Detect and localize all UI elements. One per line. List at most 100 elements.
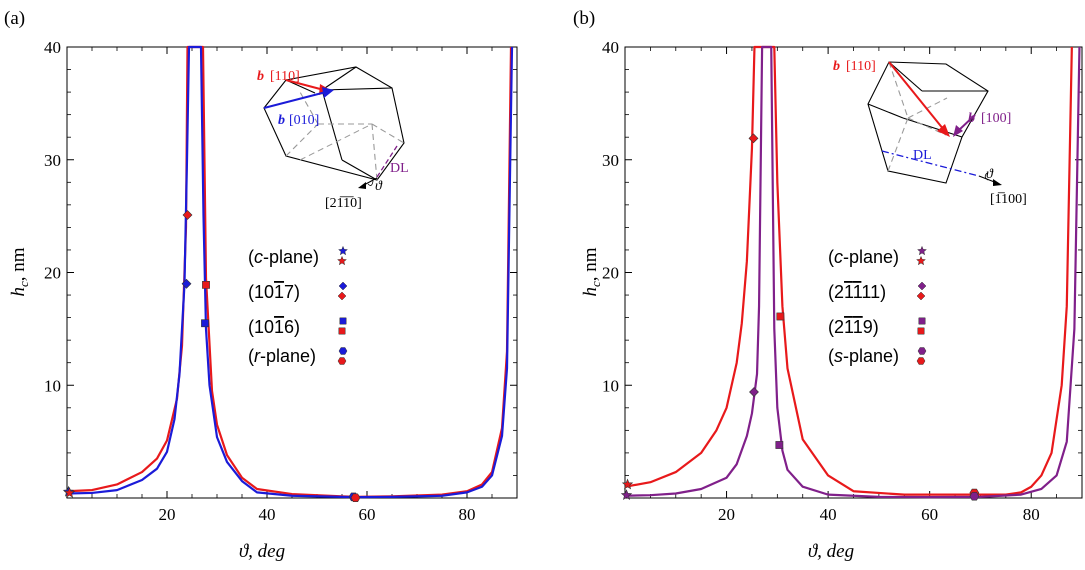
dislocation-line-b: [881, 150, 980, 177]
data-marker-square: [202, 281, 210, 289]
legend-marker-star: [337, 245, 349, 256]
data-marker-star: [620, 489, 633, 501]
legend-a-entry-1017: (1017): [248, 282, 300, 302]
legend-a-entry-1016: (1016): [248, 317, 300, 337]
inset-a-hidden-edge: [371, 123, 405, 144]
x-axis-title-b: ϑ, deg: [808, 541, 854, 562]
legend-marker-square: [338, 327, 346, 335]
legend-marker-diamond: [338, 281, 348, 291]
legend-marker-hexagon: [337, 357, 347, 365]
series-line-2: [67, 45, 514, 499]
data-marker-square: [201, 319, 209, 328]
legend-a-markers: [336, 245, 349, 365]
burgers-vector-red-a: [285, 79, 325, 91]
y-tick-label: 10: [44, 376, 61, 395]
inset-b-edge: [888, 61, 923, 92]
x-axis-title-a: ϑ, deg: [239, 541, 285, 562]
inset-b-hidden-edge: [887, 117, 909, 172]
inset-b-edge: [867, 103, 904, 119]
series-line-1: [625, 45, 1073, 496]
plot-panel-b: 20 40 60 80 10 20 30 40: [602, 38, 1083, 524]
inset-a-edge: [321, 87, 393, 91]
inset-a-hidden-edge: [371, 123, 378, 181]
legend-marker-star: [336, 255, 348, 266]
y-axis-title-a: hc, nm: [8, 247, 31, 296]
inset-a-edge: [321, 66, 357, 91]
inset-a-outline: [263, 66, 405, 181]
inset-a-theta-label: ϑ: [375, 179, 383, 194]
x-tick-label: 20: [718, 505, 735, 524]
inset-b-theta-label: ϑ: [986, 167, 994, 182]
inset-b-edge: [902, 117, 963, 138]
x-tick-label: 60: [921, 505, 938, 524]
legend-b: (c-plane) (21111) (2119) (s-plane): [828, 245, 928, 366]
x-tick-label: 20: [159, 505, 176, 524]
legend-marker-square: [917, 327, 925, 335]
inset-a-edge: [341, 159, 378, 181]
x-tick-label: 40: [259, 505, 276, 524]
svg-text:hc, nm: hc, nm: [580, 247, 603, 296]
plot-frame: [624, 46, 1083, 499]
burgers-arrowhead-blue-a: [322, 87, 334, 98]
y-tick-label: 40: [44, 38, 61, 57]
inset-a-dir-010: [010]: [289, 113, 319, 128]
burgers-vector-purple-b: [958, 114, 976, 131]
inset-a-dl-label: DL: [390, 161, 409, 176]
legend-marker-hexagon: [916, 357, 926, 365]
x-tick-label: 60: [359, 505, 376, 524]
inset-b-dl-label: DL: [913, 148, 932, 163]
inset-a-dir-110: [110]: [270, 69, 300, 84]
legend-marker-hexagon: [917, 347, 927, 355]
x-tick-label: 40: [820, 505, 837, 524]
legend-marker-diamond: [916, 291, 926, 301]
burgers-vector-red-b: [888, 61, 945, 131]
data-marker-diamond: [181, 278, 192, 289]
data-marker-diamond: [748, 133, 759, 144]
theta-arrowhead-b: [993, 179, 1002, 186]
inset-b-b-label-red: b: [833, 59, 840, 74]
data-marker-hexagon: [350, 493, 361, 502]
data-marker-star: [621, 478, 634, 490]
legend-a-entry-c-plane: (c-plane): [248, 247, 319, 267]
inset-a-dir-2110: [21̅1̅0]: [325, 196, 362, 211]
legend-marker-square: [918, 317, 926, 325]
legend-marker-star: [915, 255, 927, 266]
legend-marker-hexagon: [338, 347, 348, 355]
legend-a: (c-plane) (1017) (1016) (r-plane): [248, 245, 349, 366]
y-axis-title-b: hc, nm: [580, 247, 603, 296]
dislocation-line-a: [376, 145, 398, 178]
legend-b-entry-c-plane: (c-plane): [828, 247, 899, 267]
y-tick-label: 20: [602, 264, 619, 283]
legend-b-entry-2119: (2119): [828, 317, 879, 337]
burgers-arrowhead-purple-b: [953, 125, 963, 137]
x-tick-label: 80: [459, 505, 476, 524]
theta-arrowhead-a: [358, 182, 366, 189]
legend-marker-star: [916, 245, 928, 256]
x-tick-label: 80: [1023, 505, 1040, 524]
inset-b-b-label-purple: b: [968, 111, 975, 126]
inset-b-dir-110: [110]: [846, 59, 876, 74]
data-marker-square: [775, 441, 784, 449]
burgers-vector-blue-a: [263, 91, 327, 109]
inset-a-hidden-edge: [285, 123, 319, 157]
data-marker-hexagon: [969, 492, 980, 501]
data-marker-diamond: [749, 387, 759, 397]
legend-marker-diamond: [337, 291, 347, 301]
plot-panel-a: 20 40 60 80 10 20 30 40: [44, 38, 518, 524]
inset-crystal-b: b [110] b [100] DL ϑ [1̅100]: [833, 59, 1027, 207]
inset-b-dir-100: [100]: [981, 111, 1011, 126]
panel-label-a: (a): [4, 8, 25, 29]
inset-a-b-label-blue: b: [278, 113, 285, 128]
panel-label-b: (b): [573, 8, 595, 29]
series-line-2: [625, 45, 1081, 499]
inset-b-outline: [867, 61, 989, 184]
inset-a-b-label-red: b: [257, 69, 264, 84]
y-tick-label: 30: [602, 151, 619, 170]
inset-b-hidden-edge: [907, 97, 948, 119]
legend-b-entry-s-plane: (s-plane): [828, 346, 899, 366]
data-marker-square: [776, 312, 785, 321]
data-marker-star: [63, 486, 76, 498]
y-tick-label: 40: [602, 38, 619, 57]
legend-marker-square: [339, 317, 347, 325]
